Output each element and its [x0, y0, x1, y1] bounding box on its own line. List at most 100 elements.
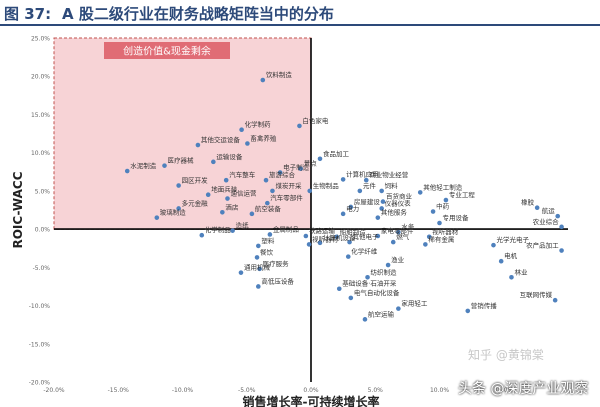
x-tick-label: 5.0%	[368, 387, 384, 394]
x-tick-label: -20.0%	[43, 387, 65, 394]
data-point	[256, 284, 261, 289]
point-label: 化学制品	[205, 225, 231, 234]
data-point	[245, 141, 250, 146]
point-label: 航运	[542, 206, 556, 215]
point-label: 食品加工	[323, 149, 350, 158]
point-label: 医疗服务	[263, 259, 290, 268]
x-axis-title: 销售增长率-可持续增长率	[243, 394, 380, 407]
point-label: 渔业	[391, 255, 405, 264]
x-tick-label: 10.0%	[430, 387, 449, 394]
region-label-background	[104, 42, 230, 59]
point-label: 造纸	[236, 221, 250, 230]
data-point	[260, 77, 266, 83]
point-label: 光学光电子	[496, 235, 529, 244]
data-point	[254, 255, 260, 260]
data-point	[298, 166, 304, 172]
y-tick-label: 25.0%	[31, 36, 50, 43]
data-point	[211, 159, 216, 165]
point-label: 中药	[436, 202, 450, 211]
data-point	[162, 163, 167, 168]
data-point	[336, 286, 342, 292]
data-point	[396, 306, 401, 311]
point-label: 园区开发	[182, 176, 209, 185]
point-label: 畜禽养殖	[250, 133, 277, 142]
data-point	[534, 205, 540, 211]
point-label: 其他服务	[381, 208, 408, 217]
data-point	[390, 239, 396, 245]
data-point	[465, 308, 471, 314]
data-point	[345, 254, 351, 259]
point-label: 船舶制造	[340, 227, 367, 236]
data-point	[380, 199, 386, 204]
data-point	[334, 234, 340, 240]
data-point	[423, 242, 428, 247]
data-point	[225, 196, 230, 201]
y-tick-label: 5.0%	[35, 188, 51, 195]
point-label: 商业物业经营	[369, 170, 409, 179]
point-label: 通信运营	[230, 189, 257, 198]
data-point	[195, 142, 201, 148]
point-label: 玻璃制造	[160, 208, 187, 217]
point-label: 生物制品	[313, 181, 339, 190]
point-label: 专业工程	[449, 190, 476, 199]
watermark-author: 头条 @深度产业观察	[458, 381, 589, 397]
data-point	[417, 190, 423, 195]
point-label: 视听器材	[312, 234, 339, 243]
data-point	[257, 266, 262, 272]
region-box	[53, 37, 312, 230]
data-point	[176, 183, 181, 188]
point-label: 景点	[304, 160, 318, 168]
point-label: 基础设备·石油开采	[342, 279, 397, 288]
point-label: 旅游综合	[269, 170, 296, 179]
point-label: 煤炭开采	[275, 181, 302, 190]
y-tick-label: -15.0%	[29, 341, 51, 348]
data-point	[340, 177, 346, 182]
y-tick-label: 10.0%	[31, 150, 50, 157]
point-label: 农业综合	[533, 217, 560, 226]
point-label: 水务	[401, 222, 415, 231]
data-point	[307, 188, 313, 194]
data-point	[347, 239, 352, 245]
point-label: 化学制药	[245, 120, 271, 129]
point-label: 互联网传媒	[520, 290, 553, 299]
x-tick-label: -10.0%	[172, 387, 194, 394]
data-point	[230, 228, 235, 233]
point-label: 化学纤维	[351, 247, 378, 256]
point-label: 汽车整车	[229, 170, 256, 179]
data-point	[239, 127, 244, 133]
y-tick-label: 0.0%	[35, 227, 51, 234]
point-label: 汽车零部件	[270, 193, 303, 202]
data-point	[375, 215, 381, 220]
data-point	[348, 295, 354, 301]
data-point	[491, 242, 496, 248]
data-point	[357, 188, 363, 194]
data-point	[263, 177, 269, 183]
point-label: 房屋建设	[354, 197, 381, 206]
point-label: 电机	[504, 251, 518, 260]
y-tick-label: -5.0%	[33, 265, 51, 272]
data-point	[443, 197, 449, 203]
data-point	[223, 177, 229, 183]
data-point	[379, 206, 384, 211]
data-point	[306, 242, 312, 247]
data-point	[362, 317, 368, 322]
point-label: 家用轻工	[401, 299, 428, 308]
point-label: 林业	[514, 267, 528, 276]
y-tick-label: 20.0%	[31, 74, 50, 81]
point-label: 纺织制造	[371, 267, 398, 276]
point-label: 视听器材	[432, 227, 459, 236]
point-label: 家电零部件	[381, 226, 414, 235]
data-point	[317, 240, 323, 246]
point-label: 航空运输	[368, 309, 395, 318]
x-tick-label: 0.0%	[303, 387, 319, 394]
point-label: 计算机设备	[323, 233, 356, 242]
point-label: 电子制造	[283, 163, 310, 172]
figure-header: 图 37: A 股二级行业在财务战略矩阵当中的分布	[0, 0, 600, 26]
point-label: 农产品加工	[526, 241, 559, 250]
data-point	[348, 204, 354, 210]
data-point	[379, 188, 384, 194]
point-label: 饲料	[385, 181, 399, 190]
point-label: 多元金融	[182, 198, 209, 207]
x-tick-label: -5.0%	[238, 387, 256, 394]
